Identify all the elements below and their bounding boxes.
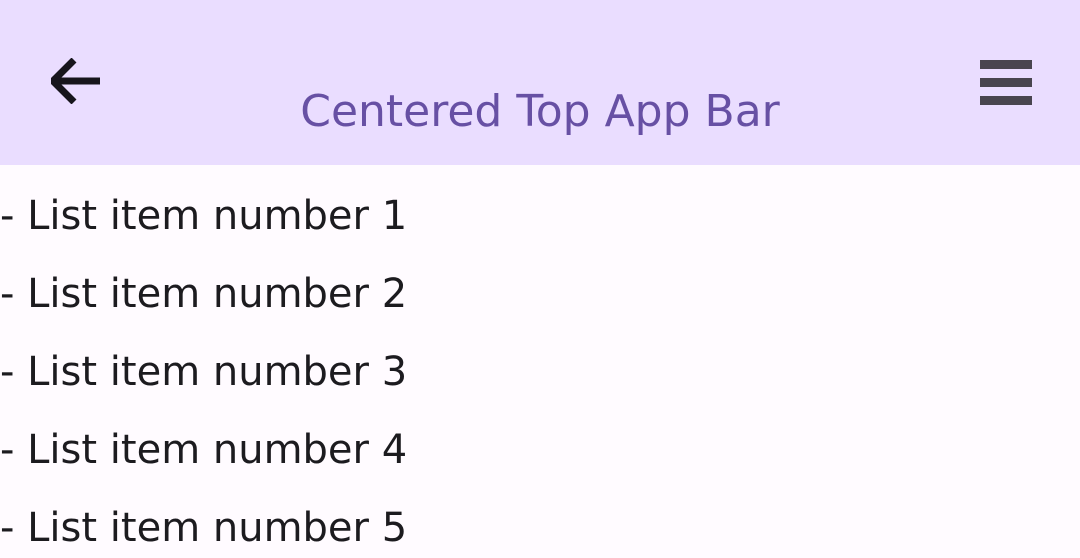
list-item[interactable]: - List item number 4 xyxy=(0,427,408,473)
top-app-bar: Centered Top App Bar xyxy=(0,0,1080,165)
content-area: - List item number 1 - List item number … xyxy=(0,165,1080,558)
list-item[interactable]: - List item number 2 xyxy=(0,271,408,317)
hamburger-menu-icon-line-1 xyxy=(980,60,1032,69)
page-title: Centered Top App Bar xyxy=(300,85,780,137)
hamburger-menu-icon-line-3 xyxy=(980,96,1032,105)
arrow-back-icon xyxy=(48,57,101,107)
list-item[interactable]: - List item number 1 xyxy=(0,193,408,239)
list-item[interactable]: - List item number 3 xyxy=(0,349,408,395)
item-list: - List item number 1 - List item number … xyxy=(0,177,1080,558)
menu-button[interactable] xyxy=(974,51,1038,115)
hamburger-menu-icon-line-2 xyxy=(980,78,1032,87)
list-item[interactable]: - List item number 5 xyxy=(0,505,408,551)
back-button[interactable] xyxy=(44,51,108,115)
